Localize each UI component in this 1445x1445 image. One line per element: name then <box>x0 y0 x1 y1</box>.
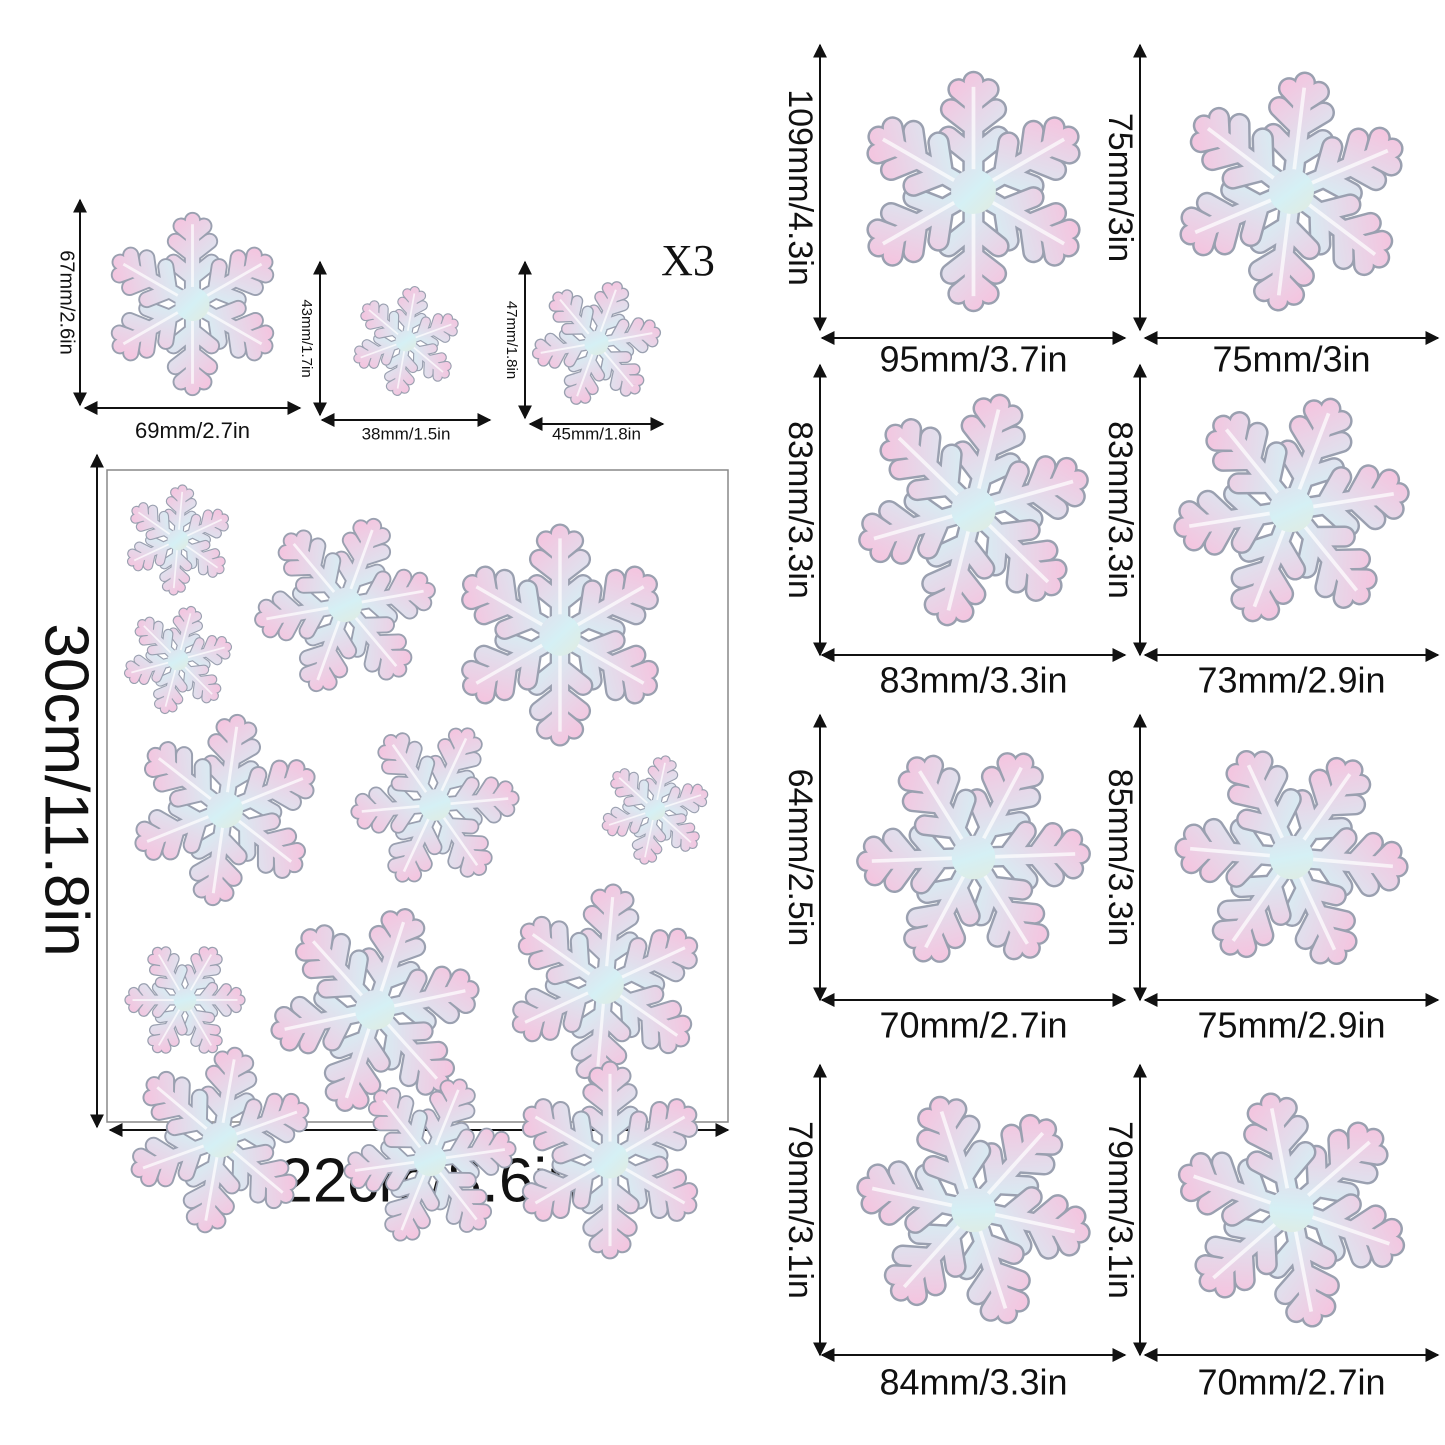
snowflake <box>334 703 536 906</box>
height-label: 75mm/3in <box>1101 113 1139 262</box>
width-label: 38mm/1.5in <box>362 424 451 443</box>
snowflake <box>596 750 714 870</box>
width-label: 84mm/3.3in <box>879 1362 1067 1403</box>
height-label: 43mm/1.7in <box>298 299 315 377</box>
width-label: 75mm/3in <box>1212 339 1370 380</box>
snowflake <box>866 82 1081 301</box>
height-label: 64mm/2.5in <box>781 769 819 947</box>
height-label: 79mm/3.1in <box>781 1121 819 1299</box>
width-label: 70mm/2.7in <box>1197 1362 1385 1403</box>
snowflake <box>1140 1059 1443 1362</box>
width-label: 45mm/1.8in <box>552 424 641 443</box>
height-label: 85mm/3.3in <box>1101 769 1139 947</box>
height-label: 30cm/11.8in <box>32 623 101 956</box>
snowflake <box>1172 70 1412 314</box>
height-label: 83mm/3.3in <box>781 421 819 599</box>
width-label: 83mm/3.3in <box>879 660 1067 701</box>
height-label: 109mm/4.3in <box>781 89 819 286</box>
snowflake <box>348 283 463 400</box>
snowflake <box>111 220 275 387</box>
height-label: 83mm/3.3in <box>1101 421 1139 599</box>
width-label: 75mm/2.9in <box>1197 1005 1385 1046</box>
snowflake <box>831 714 1115 1000</box>
snowflake <box>1153 371 1429 650</box>
width-label: 95mm/3.7in <box>879 339 1067 380</box>
height-label: 67mm/2.6in <box>56 250 78 355</box>
height-label: 47mm/1.8in <box>503 301 520 379</box>
height-label: 79mm/3.1in <box>1101 1121 1139 1299</box>
snowflake <box>822 1058 1125 1361</box>
snowflake <box>1145 710 1438 1004</box>
snowflake <box>127 711 322 909</box>
snowflake <box>844 379 1103 641</box>
snowflake <box>461 534 659 736</box>
width-label: 73mm/2.9in <box>1197 660 1385 701</box>
snowflake <box>522 267 672 418</box>
snowflake <box>507 885 703 1085</box>
width-label: 69mm/2.7in <box>135 418 250 443</box>
snowflake <box>124 485 232 594</box>
snowflake <box>239 498 450 711</box>
width-label: 70mm/2.7in <box>879 1005 1067 1046</box>
snowflake <box>117 598 239 721</box>
multiplier: X3 <box>661 236 715 285</box>
